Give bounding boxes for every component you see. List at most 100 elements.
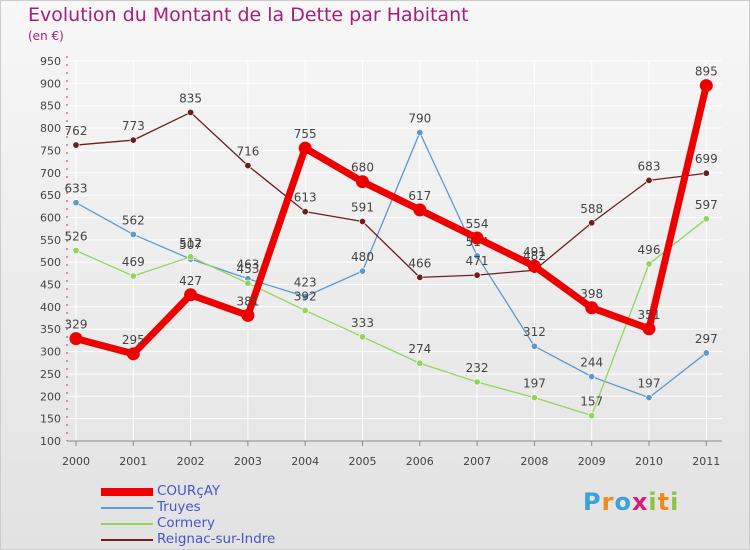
data-label-truyes: 790 (408, 112, 431, 126)
series-line-cormery (75, 218, 707, 417)
data-point-reignac-sur-indre (187, 108, 195, 116)
data-point-cour-ay (527, 259, 541, 273)
proxiti-logo: Proxiti (583, 488, 679, 516)
data-label-truyes: 244 (580, 356, 603, 370)
logo-letter: x (631, 488, 649, 516)
data-label-cour-ay: 680 (351, 161, 374, 175)
x-tick-label: 2003 (234, 455, 262, 468)
x-tick-label: 2002 (177, 455, 205, 468)
y-tick-label: 600 (40, 211, 61, 224)
logo-letter: t (657, 488, 671, 516)
data-point-truyes (72, 199, 80, 207)
data-label-truyes: 480 (351, 250, 374, 264)
data-point-reignac-sur-indre (702, 169, 710, 177)
legend-label: COURçAY (157, 483, 221, 499)
data-point-cormery (72, 247, 80, 255)
legend-label: Truyes (157, 499, 201, 515)
data-point-cormery (244, 279, 252, 287)
logo-letter: P (583, 488, 602, 516)
y-tick-label: 100 (40, 435, 61, 448)
data-label-cormery: 512 (179, 236, 202, 250)
data-point-truyes (530, 342, 538, 350)
data-label-reignac-sur-indre: 588 (580, 202, 603, 216)
data-point-cour-ay (241, 308, 255, 322)
data-label-cormery: 333 (351, 316, 374, 330)
y-tick-label: 150 (40, 413, 61, 426)
data-point-truyes (645, 394, 653, 402)
data-point-truyes (358, 267, 366, 275)
data-label-reignac-sur-indre: 613 (294, 191, 317, 205)
y-tick-label: 450 (40, 279, 61, 292)
data-point-truyes (702, 349, 710, 357)
x-tick-label: 2010 (635, 455, 663, 468)
logo-letter: o (614, 488, 632, 516)
data-label-truyes: 312 (523, 325, 546, 339)
data-point-cormery (645, 260, 653, 268)
data-label-cormery: 469 (122, 255, 145, 269)
data-label-truyes: 562 (122, 213, 145, 227)
data-label-reignac-sur-indre: 471 (466, 254, 489, 268)
data-point-truyes (416, 129, 424, 137)
data-label-reignac-sur-indre: 591 (351, 200, 374, 214)
data-label-cormery: 597 (695, 198, 718, 212)
data-point-reignac-sur-indre (645, 176, 653, 184)
data-point-cour-ay (126, 347, 140, 361)
data-point-cormery (702, 215, 710, 223)
data-label-cormery: 453 (236, 262, 259, 276)
legend-label: Cormery (157, 515, 215, 531)
x-tick-label: 2008 (520, 455, 548, 468)
data-label-cormery: 274 (408, 342, 431, 356)
data-point-cormery (358, 333, 366, 341)
data-point-truyes (129, 230, 137, 238)
data-point-reignac-sur-indre (358, 217, 366, 225)
series-line-cour-ay (75, 84, 710, 358)
data-label-cour-ay: 427 (179, 274, 202, 288)
data-label-cour-ay: 295 (122, 333, 145, 347)
data-label-truyes: 297 (695, 332, 718, 346)
data-point-reignac-sur-indre (72, 141, 80, 149)
data-point-cour-ay (69, 332, 83, 346)
data-label-truyes: 197 (638, 377, 661, 391)
data-point-reignac-sur-indre (301, 208, 309, 216)
logo-letter: i (648, 488, 658, 516)
y-tick-label: 800 (40, 122, 61, 135)
y-tick-label: 550 (40, 234, 61, 247)
data-label-cour-ay: 895 (695, 65, 718, 79)
logo-letter: r (601, 488, 615, 516)
y-tick-label: 250 (40, 368, 61, 381)
y-tick-label: 750 (40, 144, 61, 157)
legend-label: Reignac-sur-Indre (157, 531, 276, 547)
data-point-cour-ay (470, 231, 484, 245)
data-label-cormery: 197 (523, 377, 546, 391)
data-point-reignac-sur-indre (129, 136, 137, 144)
y-tick-label: 200 (40, 390, 61, 403)
data-label-reignac-sur-indre: 466 (408, 256, 431, 270)
data-label-reignac-sur-indre: 683 (638, 159, 661, 173)
plot-area (67, 61, 722, 441)
data-point-reignac-sur-indre (416, 273, 424, 281)
data-label-cormery: 496 (638, 243, 661, 257)
y-tick-label: 300 (40, 346, 61, 359)
data-label-reignac-sur-indre: 835 (179, 91, 202, 105)
data-label-reignac-sur-indre: 762 (65, 124, 88, 138)
data-label-cormery: 232 (466, 361, 489, 375)
x-tick-label: 2004 (291, 455, 319, 468)
data-label-cour-ay: 554 (466, 217, 489, 231)
data-point-cormery (416, 359, 424, 367)
data-label-cour-ay: 491 (523, 245, 546, 259)
y-tick-label: 400 (40, 301, 61, 314)
y-tick-label: 700 (40, 167, 61, 180)
data-point-reignac-sur-indre (473, 271, 481, 279)
data-label-cour-ay: 381 (236, 294, 259, 308)
legend-swatch (101, 507, 153, 509)
data-label-cour-ay: 398 (580, 287, 603, 301)
data-label-cormery: 392 (294, 289, 317, 303)
y-tick-label: 350 (40, 323, 61, 336)
data-point-cour-ay (298, 141, 312, 155)
data-point-cormery (530, 394, 538, 402)
data-label-cour-ay: 755 (294, 127, 317, 141)
data-point-cour-ay (184, 288, 198, 302)
legend-swatch (101, 523, 153, 525)
data-label-cour-ay: 329 (65, 318, 88, 332)
